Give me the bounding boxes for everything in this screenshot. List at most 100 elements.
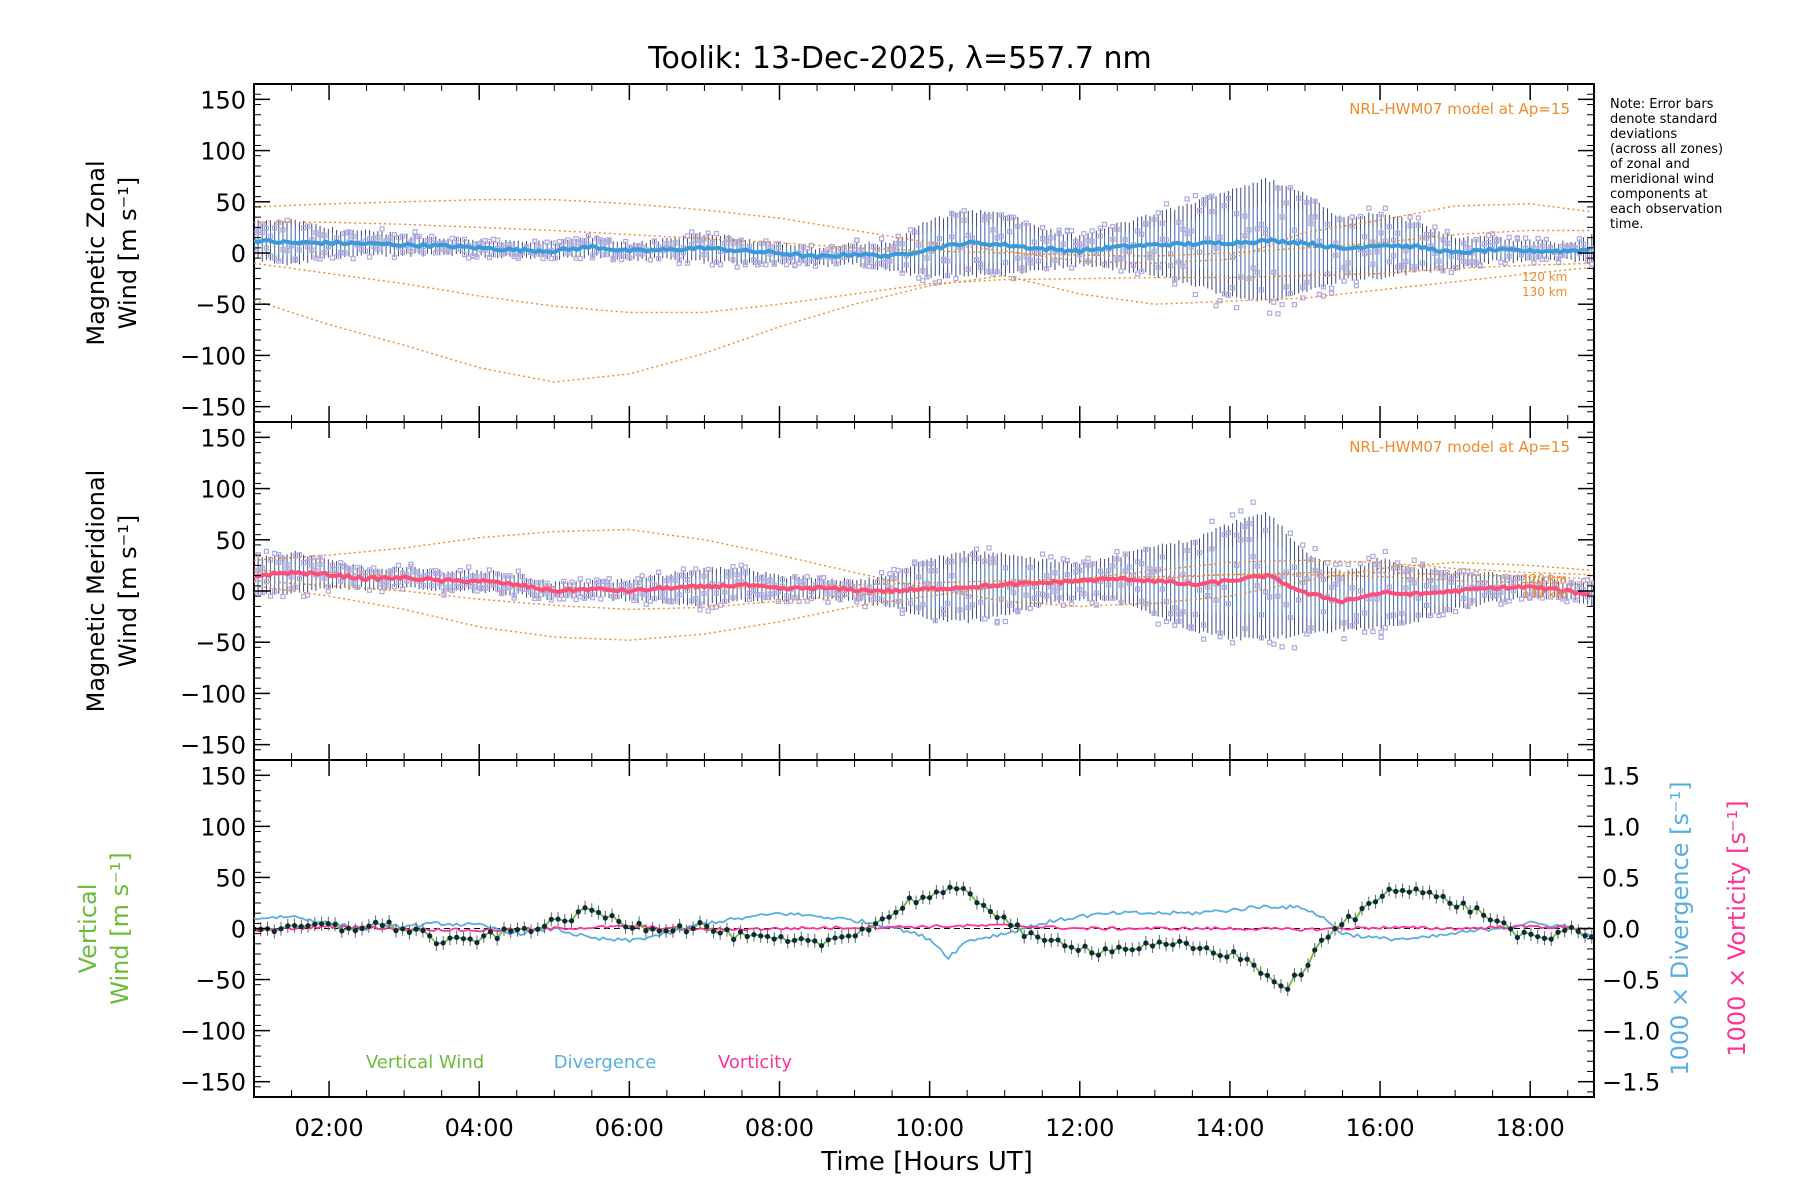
scatter-point xyxy=(639,573,645,579)
scatter-point xyxy=(1428,231,1434,238)
vertical-wind-point xyxy=(1021,933,1027,940)
scatter-point xyxy=(1337,216,1343,222)
scatter-point xyxy=(1403,258,1409,265)
scatter-point xyxy=(643,601,649,607)
scatter-point xyxy=(1238,508,1244,514)
scatter-point xyxy=(891,246,897,253)
scatter-point xyxy=(689,241,695,248)
scatter-point xyxy=(1184,547,1190,554)
scatter-point xyxy=(1213,303,1219,309)
scatter-point xyxy=(1097,568,1104,574)
scatter-point xyxy=(639,251,645,257)
scatter-point xyxy=(1258,221,1265,228)
scatter-point xyxy=(556,596,563,602)
vertical-wind-point xyxy=(1170,942,1176,948)
vertical-wind-point xyxy=(447,935,453,941)
scatter-point xyxy=(978,265,984,271)
y-axis-label-line: Wind [m s⁻¹] xyxy=(106,852,134,1004)
scatter-point xyxy=(994,620,1000,626)
right-y-tick-label: −0.5 xyxy=(1602,967,1660,995)
scatter-point xyxy=(1229,640,1236,646)
scatter-point xyxy=(837,597,843,603)
scatter-point xyxy=(1324,221,1331,228)
scatter-point xyxy=(1399,264,1405,270)
altitude-label: 120 km xyxy=(1522,572,1567,586)
scatter-point xyxy=(1527,595,1533,601)
scatter-point xyxy=(684,233,691,239)
vertical-wind-point xyxy=(548,916,554,922)
scatter-point xyxy=(903,262,909,268)
vertical-wind-point xyxy=(1312,947,1318,953)
scatter-point xyxy=(903,583,909,589)
scatter-point xyxy=(1378,211,1384,217)
altitude-label: 120 km xyxy=(1522,270,1567,284)
scatter-point xyxy=(1386,259,1393,265)
vertical-wind-point xyxy=(805,937,811,944)
scatter-point xyxy=(317,256,323,262)
vertical-wind-point xyxy=(771,936,777,942)
scatter-point xyxy=(1217,234,1223,240)
scatter-point xyxy=(928,561,934,567)
scatter-point xyxy=(1015,223,1021,229)
scatter-point xyxy=(1163,237,1170,243)
vertical-wind-point xyxy=(927,895,933,901)
note-line: each observation xyxy=(1610,202,1722,217)
scatter-point xyxy=(1019,265,1025,271)
vertical-wind-point xyxy=(1379,893,1385,899)
scatter-point xyxy=(1382,548,1388,555)
model-label: NRL-HWM07 model at Ap=15 xyxy=(1349,100,1570,118)
scatter-point xyxy=(986,214,992,220)
vertical-wind-point xyxy=(352,928,358,934)
scatter-point xyxy=(581,595,587,601)
vertical-wind-point xyxy=(501,926,507,932)
scatter-point xyxy=(1518,575,1525,581)
scatter-point xyxy=(1011,276,1017,282)
scatter-point xyxy=(792,574,798,580)
scatter-point xyxy=(899,607,905,613)
vertical-wind-point xyxy=(683,929,690,935)
scatter-point xyxy=(272,225,278,231)
scatter-point xyxy=(1333,252,1339,258)
y-tick-label: 50 xyxy=(215,527,246,555)
scatter-point xyxy=(495,571,501,577)
mean-wind-line xyxy=(254,569,1591,605)
vertical-wind-point xyxy=(832,935,838,941)
scatter-point xyxy=(1295,195,1302,201)
vertical-wind-point xyxy=(514,927,521,933)
vertical-wind-point xyxy=(339,928,345,934)
scatter-point xyxy=(684,260,691,266)
scatter-point xyxy=(1258,635,1265,641)
scatter-point xyxy=(622,238,629,245)
scatter-point xyxy=(1395,565,1401,571)
scatter-point xyxy=(325,584,331,590)
scatter-point xyxy=(1060,556,1066,562)
scatter-point xyxy=(895,598,901,604)
scatter-point xyxy=(961,208,967,214)
scatter-point xyxy=(949,573,955,579)
vertical-wind-point xyxy=(1548,936,1554,942)
y-tick-label: 100 xyxy=(200,813,246,841)
scatter-point xyxy=(1300,284,1306,290)
scatter-point xyxy=(1040,225,1046,231)
scatter-point xyxy=(953,275,959,282)
scatter-point xyxy=(907,600,914,606)
vertical-wind-point xyxy=(744,933,750,940)
vertical-wind-point xyxy=(1521,929,1527,935)
scatter-point xyxy=(912,561,918,567)
scatter-point xyxy=(635,576,641,582)
scatter-point xyxy=(1378,629,1384,635)
scatter-point xyxy=(288,574,294,580)
scatter-point xyxy=(1283,602,1289,608)
scatter-point xyxy=(1452,265,1459,271)
scatter-point xyxy=(643,592,649,598)
scatter-point xyxy=(1580,587,1587,593)
scatter-point xyxy=(1110,224,1116,230)
scatter-point xyxy=(1291,645,1298,651)
vertical-wind-point xyxy=(758,933,764,939)
vertical-wind-point xyxy=(764,933,771,940)
scatter-point xyxy=(333,566,340,572)
vertical-wind-point xyxy=(1332,925,1338,932)
scatter-point xyxy=(474,588,480,594)
scatter-point xyxy=(841,591,848,598)
vertical-wind-point xyxy=(798,936,804,942)
